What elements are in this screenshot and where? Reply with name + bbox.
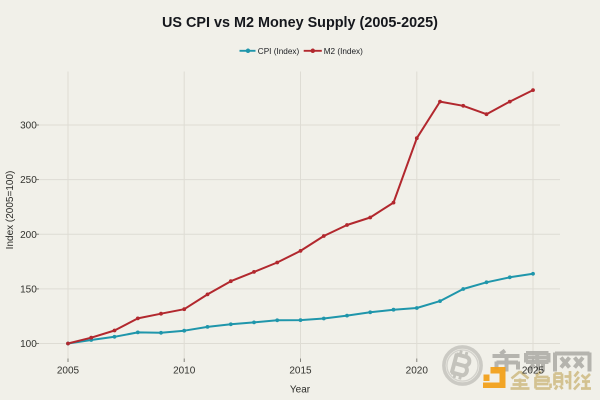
- svg-text:2005: 2005: [57, 366, 80, 377]
- svg-text:2025: 2025: [522, 366, 545, 377]
- svg-text:150: 150: [20, 285, 37, 296]
- svg-text:M2 (Index): M2 (Index): [324, 47, 363, 56]
- svg-text:Year: Year: [290, 384, 311, 395]
- svg-text:Index (2005=100): Index (2005=100): [5, 171, 16, 250]
- svg-text:2010: 2010: [173, 366, 196, 377]
- svg-text:200: 200: [20, 230, 37, 241]
- svg-text:100: 100: [20, 339, 37, 350]
- svg-text:2020: 2020: [406, 366, 429, 377]
- svg-text:CPI (Index): CPI (Index): [258, 47, 300, 56]
- svg-text:US CPI vs M2 Money Supply (200: US CPI vs M2 Money Supply (2005-2025): [162, 15, 438, 31]
- svg-text:250: 250: [20, 175, 37, 186]
- svg-text:300: 300: [20, 121, 37, 132]
- svg-text:2015: 2015: [289, 366, 312, 377]
